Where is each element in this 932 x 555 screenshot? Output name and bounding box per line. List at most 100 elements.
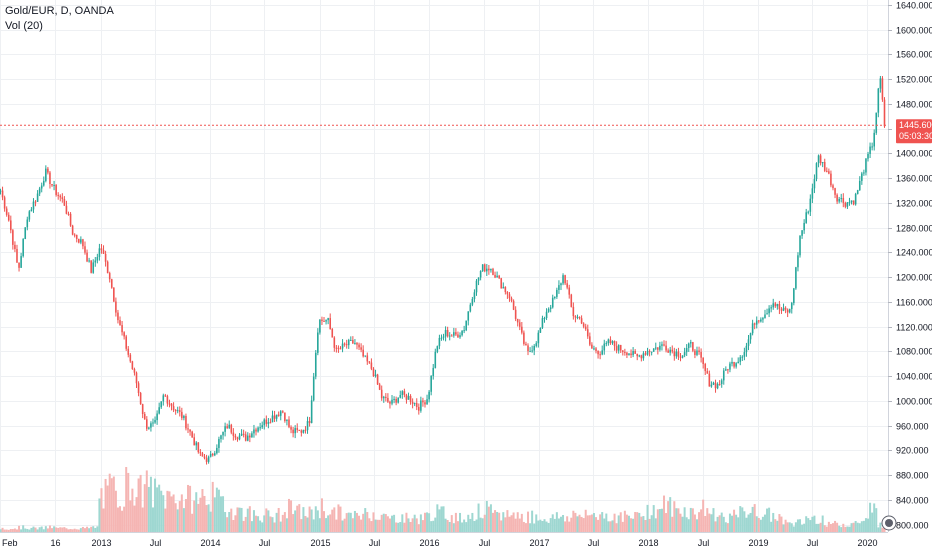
price-candle: [38, 186, 41, 197]
price-candle: [382, 395, 385, 403]
price-candle: [90, 260, 92, 274]
time-axis[interactable]: Feb 16 2013 Jul 2014 Jul 2015 Jul 2016 Jul 2017 Jul…: [0, 532, 888, 549]
price-candle: [224, 422, 226, 437]
volume-bar: [722, 516, 725, 532]
volume-bar: [650, 515, 653, 532]
price-candle: [745, 342, 748, 357]
price-candle: [442, 333, 445, 341]
price-candle: [286, 419, 288, 426]
price-candle: [881, 76, 884, 102]
volume-bar: [393, 514, 396, 532]
volume-bar: [531, 510, 534, 532]
volume-bar: [796, 519, 799, 532]
volume-bar: [685, 517, 688, 532]
volume-bar: [329, 514, 332, 532]
volume-bar: [430, 521, 433, 532]
volume-bar: [498, 512, 501, 532]
volume-bar: [397, 522, 400, 532]
volume-bar: [318, 518, 321, 532]
volume-bar: [595, 517, 598, 532]
volume-bar: [250, 521, 253, 532]
price-candle: [14, 241, 16, 253]
price-candle: [774, 301, 777, 308]
volume-bar: [592, 513, 595, 532]
price-candle: [667, 348, 669, 353]
price-candle: [59, 194, 62, 202]
price-tick-label: 1000.000: [896, 397, 932, 407]
price-candle: [232, 428, 235, 441]
volume-bar: [423, 512, 426, 532]
volume-bar: [603, 518, 606, 532]
volume-bar: [48, 525, 51, 532]
price-candle: [298, 429, 301, 431]
volume-bar: [590, 514, 593, 532]
price-candle: [619, 344, 622, 354]
price-tick-label: 1280.000: [896, 224, 932, 234]
volume-bar: [718, 515, 721, 532]
price-candle: [636, 353, 639, 361]
volume-bar: [226, 517, 229, 532]
volume-bar: [323, 511, 326, 532]
volume-bar: [38, 527, 41, 532]
volume-bar: [180, 494, 183, 532]
price-tick-label: 1360.000: [896, 174, 932, 184]
volume-bar: [257, 516, 260, 532]
price-candle: [347, 338, 350, 349]
volume-bar: [568, 521, 571, 532]
volume-bar: [491, 512, 494, 532]
price-candle: [486, 264, 488, 277]
price-candle: [7, 212, 10, 222]
volume-bar: [83, 528, 86, 532]
volume-bar: [366, 512, 369, 532]
volume-bar: [784, 519, 787, 532]
volume-bar: [213, 497, 216, 532]
price-candle: [586, 324, 589, 339]
volume-bar: [353, 510, 356, 532]
price-candle: [67, 211, 70, 216]
price-candle: [671, 345, 674, 354]
volume-indicator-label[interactable]: Vol (20): [5, 20, 43, 32]
price-candle: [314, 349, 317, 380]
volume-bar: [119, 506, 122, 532]
volume-bar: [766, 508, 769, 532]
volume-bar: [63, 527, 66, 532]
price-candle: [782, 303, 785, 312]
volume-bar: [290, 500, 293, 532]
price-candle: [267, 418, 270, 429]
volume-bar: [407, 518, 410, 532]
price-candle: [508, 292, 511, 302]
volume-bar: [489, 504, 492, 532]
volume-bar: [333, 507, 336, 532]
price-candle: [603, 339, 606, 355]
volume-bar: [182, 508, 185, 532]
price-candle: [391, 395, 393, 406]
price-candle: [879, 75, 882, 93]
price-axis[interactable]: 1640.000 1600.000 1560.000 1520.000 1480.000…: [888, 0, 932, 532]
price-candle: [733, 361, 735, 369]
volume-bar: [277, 507, 280, 532]
symbol-title[interactable]: Gold/EUR, D, OANDA: [5, 5, 114, 17]
price-candle: [786, 308, 789, 318]
price-candle: [854, 192, 857, 206]
volume-bar: [18, 525, 21, 532]
volume-bar: [184, 499, 187, 532]
price-candle: [80, 236, 82, 245]
price-candle: [45, 165, 47, 183]
price-candle: [714, 379, 717, 393]
scroll-to-realtime-button[interactable]: [881, 515, 897, 531]
volume-bar: [341, 520, 344, 532]
volume-bar: [739, 506, 742, 532]
price-candle: [426, 394, 428, 405]
volume-bar: [238, 507, 241, 532]
volume-bar: [81, 526, 84, 532]
price-candle: [685, 344, 688, 356]
price-tick-label: 1200.000: [896, 273, 932, 283]
price-candle: [483, 263, 486, 273]
price-candle: [504, 286, 507, 295]
price-candle: [185, 413, 187, 431]
volume-bar: [702, 499, 705, 532]
price-candle: [582, 322, 585, 329]
volume-bar: [586, 515, 589, 532]
volume-bar: [224, 512, 227, 532]
